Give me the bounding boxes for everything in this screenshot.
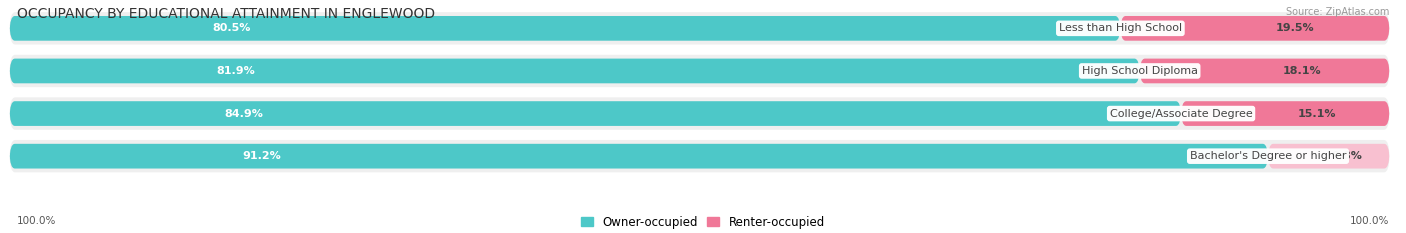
- Text: Source: ZipAtlas.com: Source: ZipAtlas.com: [1285, 7, 1389, 17]
- FancyBboxPatch shape: [10, 144, 1268, 168]
- Text: College/Associate Degree: College/Associate Degree: [1109, 109, 1253, 119]
- FancyBboxPatch shape: [10, 55, 1389, 87]
- FancyBboxPatch shape: [10, 58, 1140, 83]
- Text: OCCUPANCY BY EDUCATIONAL ATTAINMENT IN ENGLEWOOD: OCCUPANCY BY EDUCATIONAL ATTAINMENT IN E…: [17, 7, 434, 21]
- Text: 80.5%: 80.5%: [212, 23, 252, 33]
- Text: 100.0%: 100.0%: [1350, 216, 1389, 226]
- Text: 8.8%: 8.8%: [1331, 151, 1362, 161]
- Legend: Owner-occupied, Renter-occupied: Owner-occupied, Renter-occupied: [576, 211, 830, 233]
- Text: 18.1%: 18.1%: [1282, 66, 1322, 76]
- Text: Bachelor's Degree or higher: Bachelor's Degree or higher: [1189, 151, 1347, 161]
- FancyBboxPatch shape: [1140, 58, 1389, 83]
- Text: 100.0%: 100.0%: [17, 216, 56, 226]
- Text: Less than High School: Less than High School: [1059, 23, 1182, 33]
- Text: 81.9%: 81.9%: [217, 66, 254, 76]
- FancyBboxPatch shape: [10, 16, 1121, 41]
- FancyBboxPatch shape: [10, 97, 1389, 130]
- Text: 84.9%: 84.9%: [225, 109, 263, 119]
- FancyBboxPatch shape: [10, 101, 1181, 126]
- FancyBboxPatch shape: [1121, 16, 1389, 41]
- Text: 15.1%: 15.1%: [1298, 109, 1336, 119]
- FancyBboxPatch shape: [10, 12, 1389, 45]
- FancyBboxPatch shape: [1268, 144, 1389, 168]
- Text: 91.2%: 91.2%: [242, 151, 281, 161]
- Text: High School Diploma: High School Diploma: [1081, 66, 1198, 76]
- Text: 19.5%: 19.5%: [1275, 23, 1315, 33]
- FancyBboxPatch shape: [10, 140, 1389, 172]
- FancyBboxPatch shape: [1181, 101, 1389, 126]
